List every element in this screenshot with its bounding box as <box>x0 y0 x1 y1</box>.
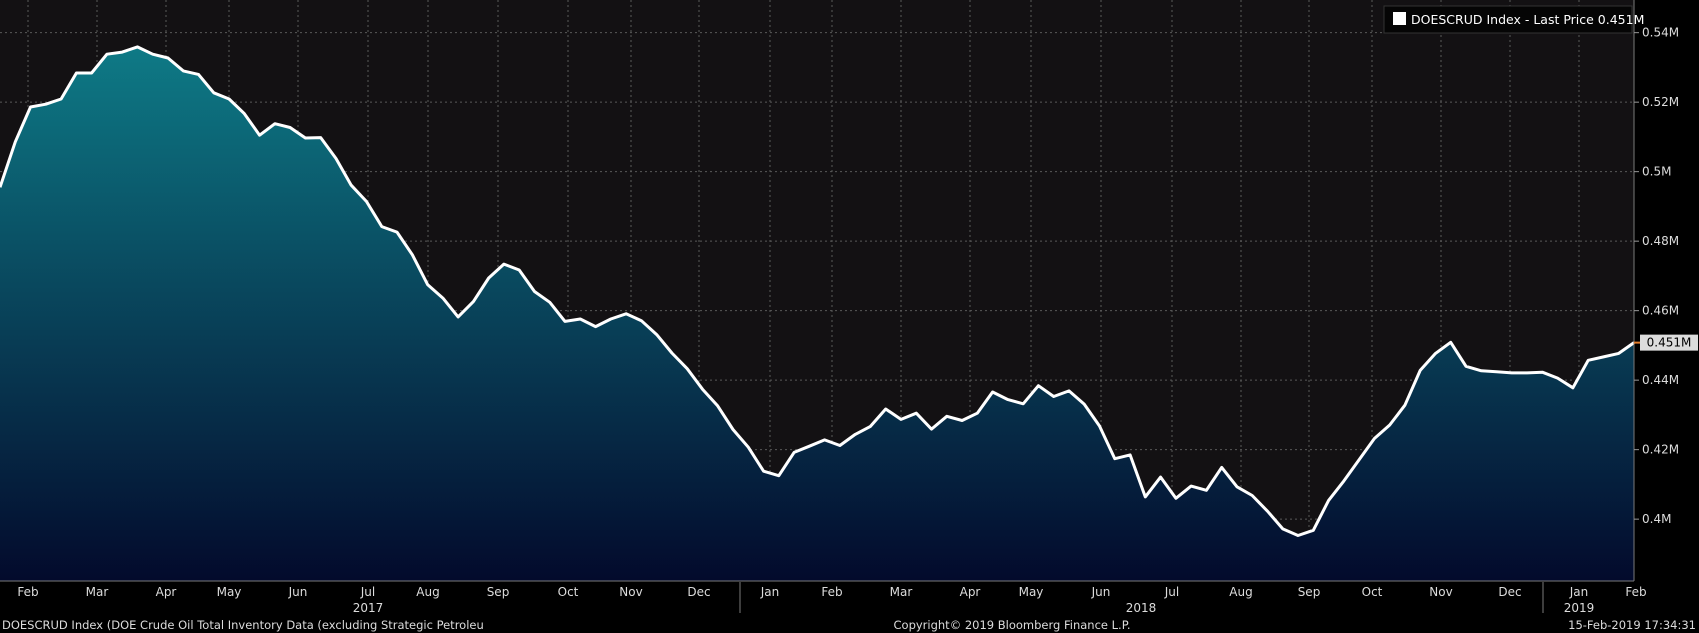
legend-swatch <box>1393 12 1406 25</box>
legend-label: DOESCRUD Index - Last Price 0.451M <box>1411 12 1644 27</box>
x-tick-label: Jun <box>1091 585 1111 599</box>
x-tick-label: Feb <box>821 585 842 599</box>
y-tick-label: 0.5M <box>1642 165 1671 179</box>
x-tick-label: Nov <box>1429 585 1452 599</box>
x-tick-label: May <box>217 585 242 599</box>
x-year-label: 2018 <box>1126 601 1157 615</box>
x-tick-label: Jun <box>288 585 308 599</box>
footer-timestamp: 15-Feb-2019 17:34:31 <box>1568 618 1696 632</box>
legend: DOESCRUD Index - Last Price 0.451M <box>1383 5 1644 34</box>
x-tick-label: Jul <box>1164 585 1179 599</box>
series-line <box>0 45 1635 537</box>
x-tick-label: Apr <box>960 585 981 599</box>
series-area-fill <box>0 46 1634 581</box>
y-tick-label: 0.44M <box>1642 373 1679 387</box>
y-tick-label: 0.48M <box>1642 234 1679 248</box>
footer-copyright: Copyright© 2019 Bloomberg Finance L.P. <box>894 618 1131 632</box>
x-tick-label: Jan <box>1569 585 1589 599</box>
x-tick-label: Aug <box>416 585 439 599</box>
y-tick-label: 0.46M <box>1642 304 1679 318</box>
y-tick-label: 0.54M <box>1642 26 1679 40</box>
x-tick-label: Feb <box>17 585 38 599</box>
x-tick-label: Mar <box>890 585 913 599</box>
x-axis: Feb Mar Apr May Jun Jul Aug Sep Oct Nov Dec Jan Feb M… <box>17 582 1647 615</box>
footer-description: DOESCRUD Index (DOE Crude Oil Total Inve… <box>2 618 484 632</box>
x-tick-label: Jan <box>760 585 780 599</box>
last-value-label: 0.451M <box>1647 336 1692 350</box>
x-tick-label: Dec <box>1498 585 1521 599</box>
x-tick-label: Oct <box>1362 585 1383 599</box>
x-tick-label: Feb <box>1625 585 1646 599</box>
y-tick-label: 0.4M <box>1642 512 1671 526</box>
x-tick-label: Jul <box>360 585 375 599</box>
x-tick-label: Apr <box>156 585 177 599</box>
x-year-label: 2019 <box>1564 601 1595 615</box>
y-axis: 0.4M 0.42M 0.44M 0.46M 0.48M 0.5M 0.52M 0.54M <box>1634 26 1679 526</box>
x-tick-label: Aug <box>1229 585 1252 599</box>
x-tick-label: May <box>1019 585 1044 599</box>
x-tick-label: Oct <box>558 585 579 599</box>
x-tick-label: Dec <box>687 585 710 599</box>
last-value-marker: 0.451M <box>1634 334 1698 351</box>
y-tick-label: 0.52M <box>1642 95 1679 109</box>
x-tick-label: Sep <box>1298 585 1321 599</box>
x-tick-label: Sep <box>487 585 510 599</box>
y-tick-label: 0.42M <box>1642 443 1679 457</box>
x-tick-label: Mar <box>86 585 109 599</box>
x-year-label: 2017 <box>353 601 384 615</box>
legend-box <box>1383 5 1633 34</box>
x-tick-label: Nov <box>619 585 642 599</box>
